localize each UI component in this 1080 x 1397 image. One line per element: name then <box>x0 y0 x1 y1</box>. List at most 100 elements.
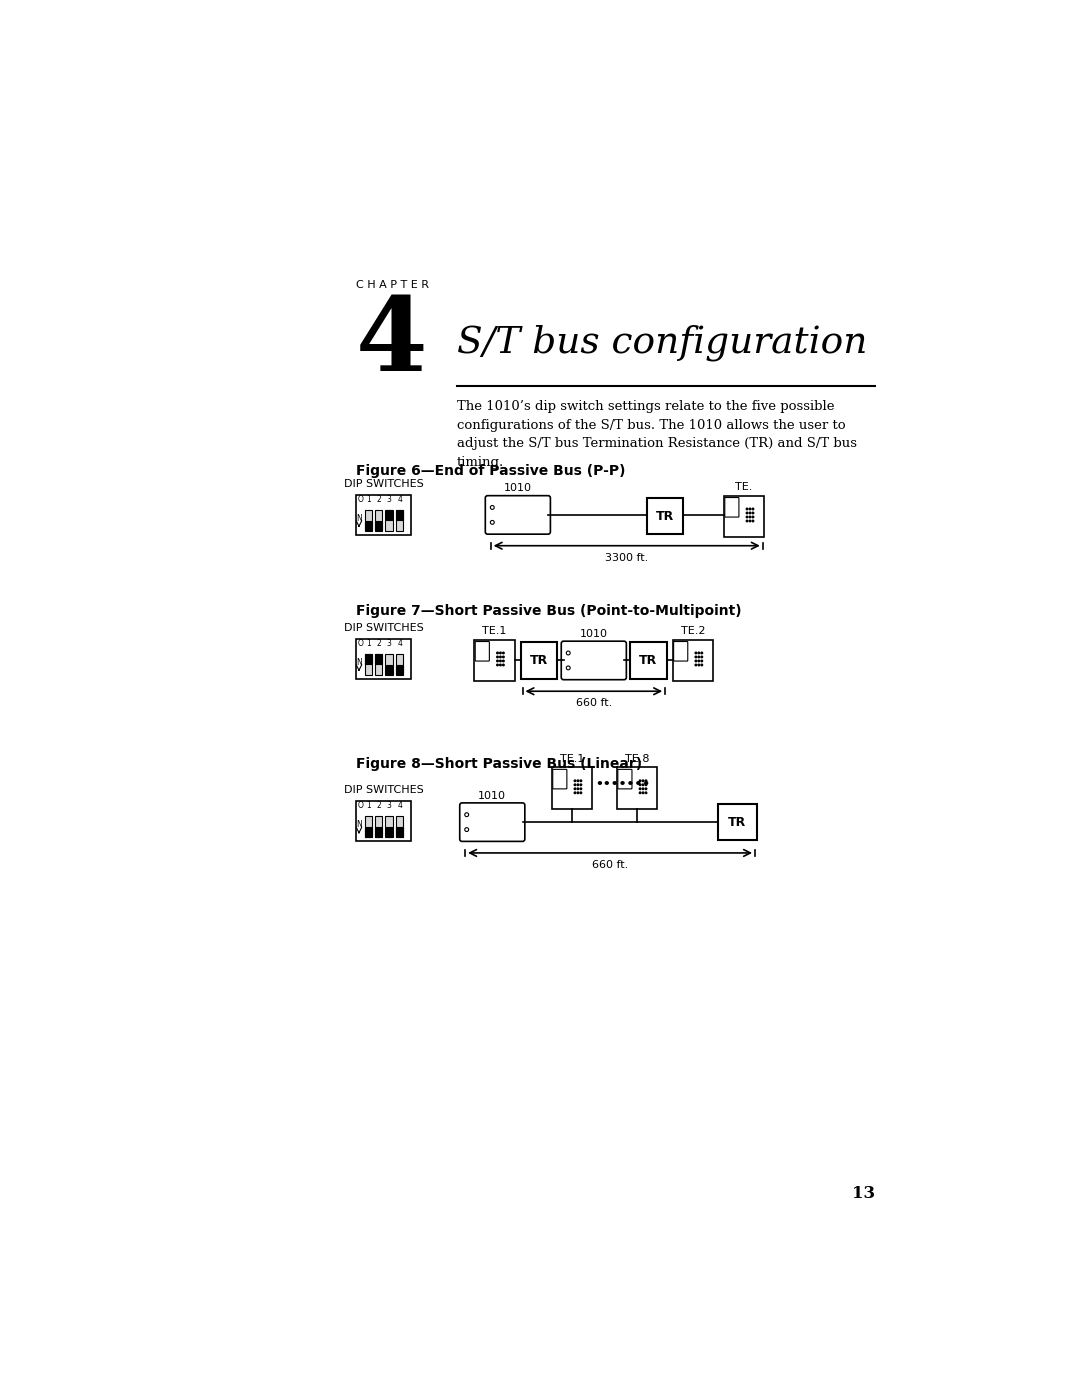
Circle shape <box>750 509 751 510</box>
Circle shape <box>645 788 647 789</box>
Text: TE.1: TE.1 <box>483 626 507 636</box>
Text: 3: 3 <box>387 495 392 504</box>
Text: 1010: 1010 <box>580 629 608 638</box>
Text: 1: 1 <box>366 638 370 648</box>
Circle shape <box>645 784 647 785</box>
Circle shape <box>698 657 700 658</box>
FancyBboxPatch shape <box>674 641 688 661</box>
Text: 2: 2 <box>376 638 381 648</box>
Circle shape <box>580 780 582 781</box>
FancyBboxPatch shape <box>475 641 489 661</box>
Text: 1: 1 <box>366 495 370 504</box>
Text: •••••••: ••••••• <box>595 778 650 791</box>
Circle shape <box>497 657 498 658</box>
Circle shape <box>752 513 754 514</box>
FancyBboxPatch shape <box>365 521 372 531</box>
Text: 3: 3 <box>387 800 392 810</box>
Circle shape <box>746 517 747 518</box>
Circle shape <box>639 780 640 781</box>
FancyBboxPatch shape <box>365 510 372 531</box>
Circle shape <box>698 661 700 662</box>
Circle shape <box>750 517 751 518</box>
Circle shape <box>464 827 469 831</box>
Circle shape <box>502 657 504 658</box>
Circle shape <box>701 657 703 658</box>
Text: Figure 8—Short Passive Bus (Linear): Figure 8—Short Passive Bus (Linear) <box>356 757 642 771</box>
Text: The 1010’s dip switch settings relate to the five possible
configurations of the: The 1010’s dip switch settings relate to… <box>457 400 856 468</box>
Circle shape <box>580 788 582 789</box>
Circle shape <box>746 520 747 521</box>
FancyBboxPatch shape <box>365 816 372 837</box>
FancyBboxPatch shape <box>724 496 765 538</box>
FancyBboxPatch shape <box>356 638 410 679</box>
FancyBboxPatch shape <box>386 665 392 675</box>
Text: 2: 2 <box>376 495 381 504</box>
Circle shape <box>500 661 501 662</box>
FancyBboxPatch shape <box>396 816 403 837</box>
Text: C H A P T E R: C H A P T E R <box>356 279 429 289</box>
Circle shape <box>645 792 647 793</box>
FancyBboxPatch shape <box>396 510 403 520</box>
FancyBboxPatch shape <box>396 510 403 531</box>
FancyBboxPatch shape <box>375 510 382 531</box>
FancyBboxPatch shape <box>618 770 632 789</box>
Text: TE.2: TE.2 <box>680 626 705 636</box>
FancyBboxPatch shape <box>396 654 403 675</box>
FancyBboxPatch shape <box>376 827 382 837</box>
Circle shape <box>497 652 498 654</box>
Circle shape <box>490 521 495 524</box>
Circle shape <box>580 784 582 785</box>
Text: Figure 7—Short Passive Bus (Point-to-Multipoint): Figure 7—Short Passive Bus (Point-to-Mul… <box>356 605 742 619</box>
FancyBboxPatch shape <box>375 816 382 837</box>
Circle shape <box>696 661 697 662</box>
FancyBboxPatch shape <box>386 654 393 675</box>
Circle shape <box>752 509 754 510</box>
FancyBboxPatch shape <box>386 510 392 520</box>
Text: N: N <box>356 658 362 666</box>
Circle shape <box>643 792 644 793</box>
Circle shape <box>575 784 576 785</box>
Text: TR: TR <box>728 816 746 828</box>
Text: 1: 1 <box>366 800 370 810</box>
Circle shape <box>566 666 570 669</box>
FancyBboxPatch shape <box>386 816 393 837</box>
Text: O: O <box>357 495 363 504</box>
Text: 3300 ft.: 3300 ft. <box>605 553 648 563</box>
Circle shape <box>639 788 640 789</box>
Text: TR: TR <box>639 654 658 666</box>
FancyBboxPatch shape <box>474 640 515 682</box>
Circle shape <box>500 657 501 658</box>
Text: TR: TR <box>656 510 674 522</box>
Circle shape <box>750 520 751 521</box>
Circle shape <box>580 792 582 793</box>
Circle shape <box>746 509 747 510</box>
Text: TE.1: TE.1 <box>559 754 584 764</box>
Circle shape <box>497 661 498 662</box>
FancyBboxPatch shape <box>521 643 557 679</box>
FancyBboxPatch shape <box>552 767 592 809</box>
FancyBboxPatch shape <box>562 641 626 680</box>
FancyBboxPatch shape <box>617 767 658 809</box>
Text: 4: 4 <box>397 495 402 504</box>
FancyBboxPatch shape <box>725 497 739 517</box>
Circle shape <box>500 652 501 654</box>
Circle shape <box>566 651 570 655</box>
Circle shape <box>696 657 697 658</box>
FancyBboxPatch shape <box>647 497 683 534</box>
Text: N: N <box>356 514 362 522</box>
FancyBboxPatch shape <box>631 643 666 679</box>
Circle shape <box>575 788 576 789</box>
Text: TE.8: TE.8 <box>625 754 649 764</box>
FancyBboxPatch shape <box>365 827 372 837</box>
FancyBboxPatch shape <box>365 654 372 675</box>
Circle shape <box>575 792 576 793</box>
Circle shape <box>643 784 644 785</box>
Text: 4: 4 <box>397 800 402 810</box>
Circle shape <box>639 784 640 785</box>
Circle shape <box>746 513 747 514</box>
FancyBboxPatch shape <box>673 640 713 682</box>
Circle shape <box>701 652 703 654</box>
FancyBboxPatch shape <box>396 827 403 837</box>
FancyBboxPatch shape <box>485 496 551 534</box>
Circle shape <box>500 664 501 666</box>
